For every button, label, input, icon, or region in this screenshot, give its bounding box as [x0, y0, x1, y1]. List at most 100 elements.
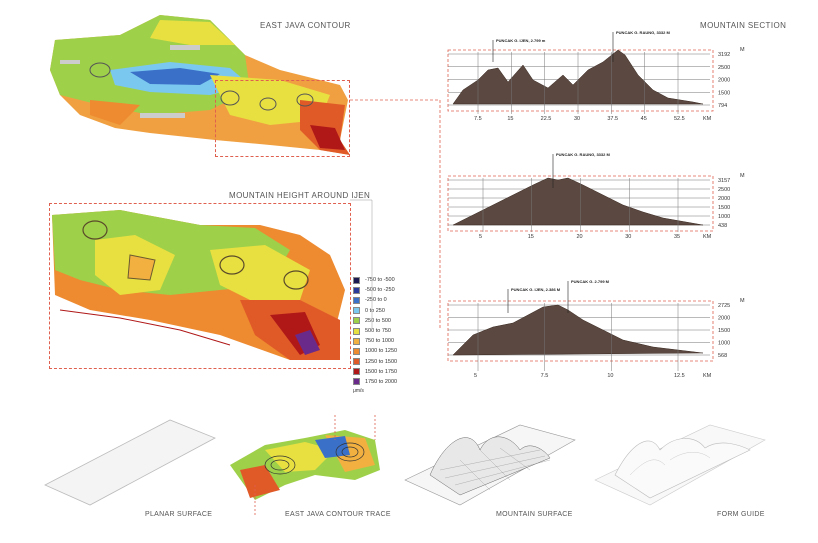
legend-label: -250 to 0: [365, 297, 387, 304]
planar-surface: [44, 419, 216, 506]
x-tick-label: 45: [641, 116, 647, 122]
step-contour-trace: EAST JAVA CONTOUR TRACE: [285, 511, 391, 518]
legend-item: 750 to 1000: [353, 336, 397, 346]
legend-label: 0 to 250: [365, 307, 385, 314]
y-tick-label: 2000: [718, 316, 730, 322]
legend-item: 250 to 500: [353, 316, 397, 326]
section-2-profile: 3157 2500 2000 1500 1000 438 M 5 15 20 30 35 KM PUNCA…: [447, 152, 745, 240]
terrain-profile: [452, 304, 704, 356]
peak-label: PUNCAK G. RAUNG, 3332 M: [556, 152, 610, 157]
x-tick-label: 30: [625, 234, 631, 240]
legend-label: 1750 to 2000: [365, 378, 398, 385]
legend-swatch: [353, 337, 360, 345]
section-frame: [447, 49, 714, 112]
legend-item: 1000 to 1250: [353, 346, 397, 356]
x-tick-label: 30: [574, 116, 580, 122]
y-tick-label: 2500: [718, 65, 730, 71]
y-tick-label: 568: [718, 353, 727, 359]
legend-item: -750 to -500: [353, 275, 397, 285]
contour-title: EAST JAVA CONTOUR: [260, 21, 351, 30]
legend-label: 750 to 1000: [365, 338, 395, 345]
x-tick-label: 5: [479, 234, 482, 240]
legend-item: 1250 to 1500: [353, 357, 397, 367]
legend-swatch: [353, 307, 360, 315]
x-unit-label: KM: [703, 373, 712, 379]
legend-label: 1000 to 1250: [365, 348, 398, 355]
legend-swatch: [353, 368, 360, 376]
legend-label: -750 to -500: [365, 277, 395, 284]
peak-label: PUNCAK G. RAUNG, 3332 M: [616, 30, 670, 35]
peak-label: PUNCAK G. 2.799 M: [571, 279, 610, 284]
legend-swatch: [353, 286, 360, 294]
legend-swatch: [353, 358, 360, 366]
contour-focus-box: [215, 80, 350, 157]
legend-label: 250 to 500: [365, 317, 391, 324]
legend-label: 500 to 750: [365, 328, 391, 335]
height-map-frame: [49, 203, 351, 369]
y-tick-label: 2500: [718, 187, 730, 193]
x-tick-label: 10: [607, 373, 613, 379]
y-tick-label: 794: [718, 103, 727, 109]
legend-item: 1750 to 2000: [353, 377, 397, 387]
section-3-profile: 2725 2000 1500 1000 568 M 5 7.5 10 12.5 KM PUNCAK G…: [447, 279, 745, 379]
y-tick-label: 2725: [718, 303, 730, 309]
step-form-guide: FORM GUIDE: [717, 511, 765, 518]
legend-item: -500 to -250: [353, 285, 397, 295]
step-planar-surface: PLANAR SURFACE: [145, 511, 213, 518]
x-tick-label: 20: [577, 234, 583, 240]
terrain-profile: [452, 177, 704, 226]
terrain-profile: [452, 49, 704, 105]
x-unit-label: KM: [703, 234, 712, 240]
x-tick-label: 37.5: [607, 116, 618, 122]
y-tick-label: 3157: [718, 178, 730, 184]
legend-swatch: [353, 378, 360, 386]
step-mountain-surface: MOUNTAIN SURFACE: [496, 511, 573, 518]
y-unit-label: M: [740, 173, 745, 179]
x-tick-label: 5: [474, 373, 477, 379]
legend-swatch: [353, 347, 360, 355]
legend-label: 1500 to 1750: [365, 368, 398, 375]
legend-label: -500 to -250: [365, 287, 395, 294]
form-guide: [594, 424, 766, 506]
y-tick-label: 2000: [718, 196, 730, 202]
section-frame: [447, 300, 714, 362]
legend-swatch: [353, 317, 360, 325]
x-tick-label: 35: [674, 234, 680, 240]
legend-swatch: [353, 296, 360, 304]
legend-item: -250 to 0: [353, 295, 397, 305]
height-title: MOUNTAIN HEIGHT AROUND IJEN: [229, 191, 371, 200]
height-legend: -750 to -500 -500 to -250 -250 to 0 0 to 25…: [353, 275, 397, 394]
y-tick-label: 1500: [718, 90, 730, 96]
x-tick-label: 12.5: [674, 373, 685, 379]
legend-swatch: [353, 276, 360, 284]
section-title: MOUNTAIN SECTION: [700, 21, 787, 30]
y-tick-label: 2000: [718, 78, 730, 84]
y-tick-label: 3192: [718, 52, 730, 58]
x-unit-label: KM: [703, 116, 712, 122]
legend-item: 500 to 750: [353, 326, 397, 336]
mountain-surface: [404, 424, 576, 506]
y-tick-label: 1000: [718, 214, 730, 220]
y-unit-label: M: [740, 298, 745, 304]
section-1-profile: 3192 2500 2000 1500 794 M 7.5 15 22.5 30 37.5 45 52.…: [447, 30, 745, 122]
x-tick-label: 15: [528, 234, 534, 240]
contour-trace: [230, 415, 380, 515]
legend-label: 1250 to 1500: [365, 358, 398, 365]
y-tick-label: 1500: [718, 205, 730, 211]
x-tick-label: 7.5: [541, 373, 549, 379]
y-tick-label: 1000: [718, 341, 730, 347]
legend-unit: μm/s: [353, 388, 364, 395]
y-unit-label: M: [740, 47, 745, 53]
x-tick-label: 52.5: [674, 116, 685, 122]
x-tick-label: 15: [507, 116, 513, 122]
legend-item: 0 to 250: [353, 306, 397, 316]
y-tick-label: 1500: [718, 328, 730, 334]
x-tick-label: 22.5: [541, 116, 552, 122]
legend-item: 1500 to 1750: [353, 367, 397, 377]
legend-swatch: [353, 327, 360, 335]
peak-label: PUNCAK G. IJEN, 2.386 M: [511, 287, 561, 292]
x-tick-label: 7.5: [474, 116, 482, 122]
y-tick-label: 438: [718, 223, 727, 229]
